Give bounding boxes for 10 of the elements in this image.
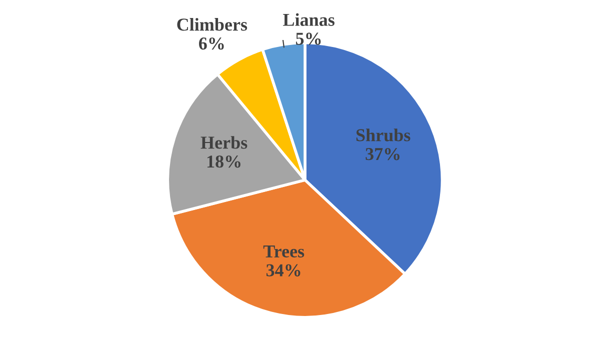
slice-label: Climbers <box>177 18 248 31</box>
slice-label: Lianas <box>283 13 334 26</box>
data-label: 6% <box>199 37 224 50</box>
slice-label: Shrubs <box>356 128 410 142</box>
data-label: 18% <box>207 155 240 168</box>
slice-label: Herbs <box>200 136 248 149</box>
slice-label: Trees <box>263 246 304 258</box>
data-label: 37% <box>366 148 400 160</box>
data-label: 5% <box>296 32 321 45</box>
data-label: 34% <box>266 264 300 276</box>
